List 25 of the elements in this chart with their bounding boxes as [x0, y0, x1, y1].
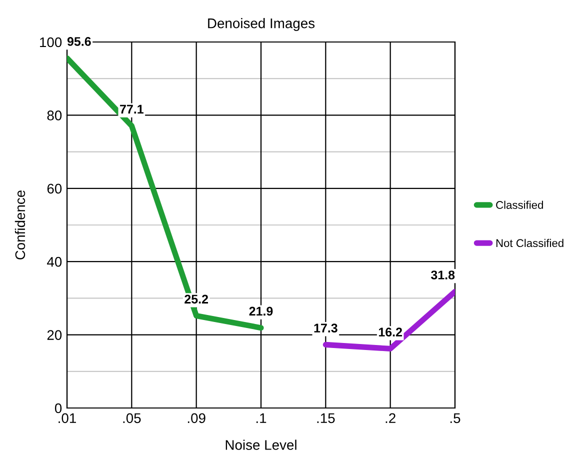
x-tick-label: .5: [450, 413, 460, 424]
data-label: 95.6: [67, 37, 91, 46]
data-label: 21.9: [249, 306, 273, 316]
x-tick-label: .2: [386, 413, 396, 423]
data-label: 77.1: [120, 104, 144, 114]
y-tick-label: 40: [47, 256, 62, 267]
x-tick-label: .05: [123, 413, 141, 424]
y-tick-label: 20: [47, 330, 62, 340]
data-label: 25.2: [184, 294, 208, 304]
x-tick-label: .1: [256, 413, 266, 423]
chart-title: Denoised Images: [208, 18, 315, 31]
data-label: 31.8: [430, 270, 455, 280]
y-tick-label: 60: [47, 184, 62, 194]
y-tick-label: 0: [54, 403, 62, 414]
data-label: 16.2: [378, 328, 402, 337]
y-tick-label: 100: [40, 37, 62, 48]
data-label: 17.3: [314, 324, 338, 333]
x-axis-title: Noise Level: [226, 440, 296, 450]
legend-label: Not Classified: [496, 238, 564, 248]
x-tick-label: .09: [188, 413, 206, 424]
y-axis-title: Confidence: [14, 190, 26, 260]
x-tick-label: .01: [58, 413, 76, 424]
x-tick-label: .15: [317, 413, 335, 424]
y-tick-label: 80: [47, 110, 62, 120]
legend-label: Classified: [496, 200, 543, 209]
